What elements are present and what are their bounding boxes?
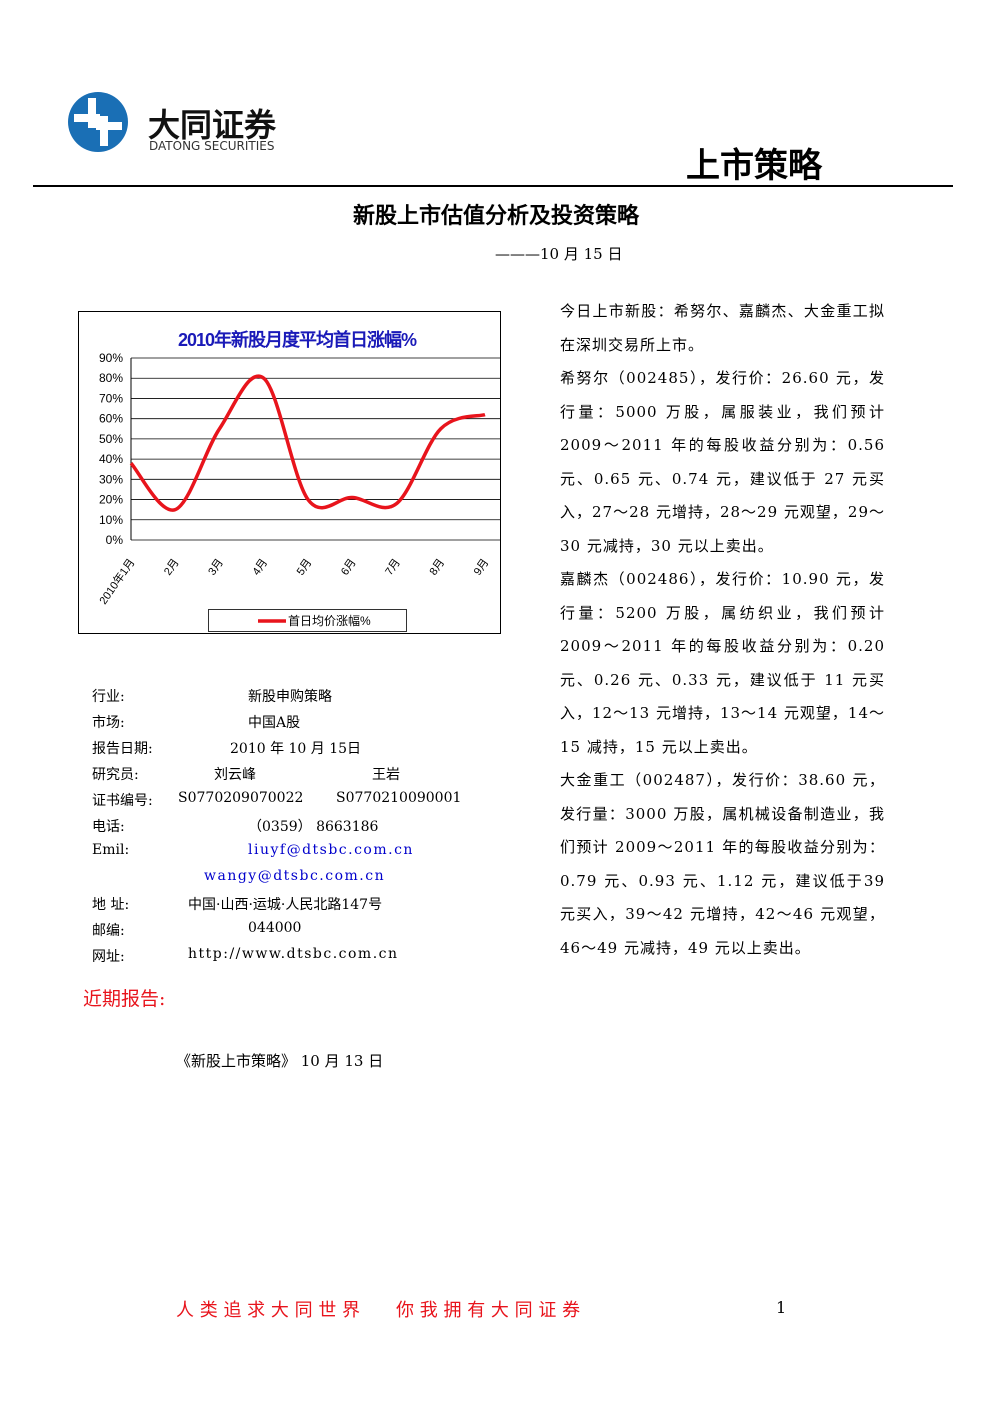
rule [33, 185, 953, 187]
company: 大同证券 [148, 106, 277, 144]
info-value: 中国·山西·运城·人民北路147号 [188, 897, 383, 913]
recent-heading: 近期报告: [83, 988, 166, 1010]
info-value: 新股申购策略 [248, 689, 332, 705]
info-value: 王岩 [372, 767, 400, 783]
link[interactable]: liuyf@dtsbc.com.cn [248, 842, 414, 858]
info-label: 证书编号: [92, 793, 153, 809]
section: 上市策略 [686, 146, 822, 186]
info-label: 网址: [92, 949, 125, 965]
info-label: 地 址: [92, 897, 130, 913]
text-column: 今日上市新股：希努尔、嘉麟杰、大金重工拟在深圳交易所上市。希努尔（002485）… [560, 295, 885, 965]
link[interactable]: wangy@dtsbc.com.cn [204, 868, 386, 884]
slogan: 人 类 追 求 大 同 世 界 你 我 拥 有 大 同 证 券 [176, 1300, 581, 1321]
data-line [129, 374, 486, 512]
y-tick-label: 50% [99, 432, 123, 446]
page-number: 1 [776, 1298, 787, 1317]
info-label: Emil: [92, 842, 130, 858]
y-tick-label: 90% [99, 351, 123, 365]
chart-title: 2010年新股月度平均首日涨幅% [178, 329, 417, 350]
info-value: 中国A股 [248, 715, 301, 731]
paragraph: 嘉麟杰（002486），发行价：10.90 元，发行量：5200 万股，属纺织业… [560, 570, 885, 756]
paragraph: 今日上市新股：希努尔、嘉麟杰、大金重工拟在深圳交易所上市。 [560, 302, 885, 354]
info-value: （0359） 8663186 [248, 819, 379, 835]
doc-title: 新股上市估值分析及投资策略 [352, 203, 639, 229]
y-tick-label: 70% [99, 391, 123, 405]
info-value: 2010 年 10 月 15日 [230, 741, 362, 757]
y-tick-label: 30% [99, 472, 123, 486]
info-label: 邮编: [92, 923, 125, 939]
y-tick-label: 40% [99, 452, 123, 466]
chart-frame [78, 311, 501, 634]
company-en: DATONG SECURITIES [149, 139, 275, 153]
legend-box [208, 609, 407, 632]
date: ———10 月 15 日 [495, 245, 623, 263]
info-value: 044000 [248, 920, 302, 936]
recent-item: 《新股上市策略》 10 月 13 日 [176, 1052, 384, 1070]
y-tick-label: 20% [99, 493, 123, 507]
link[interactable]: http://www.dtsbc.com.cn [188, 946, 399, 962]
info-label: 行业: [92, 689, 125, 705]
info-label: 报告日期: [92, 741, 153, 757]
paragraph: 希努尔（002485），发行价：26.60 元，发行量：5000 万股，属服装业… [560, 369, 885, 555]
y-tick-label: 80% [99, 371, 123, 385]
info-label: 电话: [92, 819, 125, 835]
paragraph: 大金重工（002487），发行价：38.60 元，发行量：3000 万股，属机械… [560, 771, 885, 957]
y-tick-label: 0% [106, 533, 124, 547]
legend-label: 首日均价涨幅% [288, 613, 371, 628]
chart: 2010年新股月度平均首日涨幅% 0% 10% 20% 30% 40% 50% 60% 70%… [78, 311, 501, 634]
y-tick-label: 10% [99, 513, 123, 527]
y-tick-label: 60% [99, 412, 123, 426]
info-value: 刘云峰 [214, 767, 256, 783]
logo [68, 92, 128, 152]
info-label: 市场: [92, 715, 125, 731]
info-value: S0770210090001 [336, 790, 462, 806]
info-label: 研究员: [92, 767, 139, 783]
info-value: S0770209070022 [178, 790, 304, 806]
